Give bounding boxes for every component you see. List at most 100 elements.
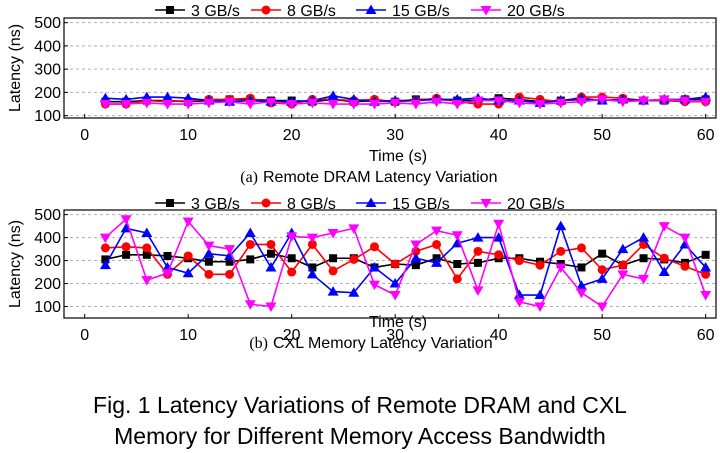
panel-b-y-tick-label-300: 300 [34, 253, 61, 270]
panel-b-data-point-3-gb-s-8 [266, 249, 275, 258]
panel-b-data-point-20-gb-s-2 [141, 276, 153, 286]
panel-b-data-point-8-gb-s-12 [349, 254, 359, 264]
panel-b-data-point-8-gb-s-9 [287, 267, 297, 277]
panel-a-y-tick-label-400: 400 [34, 38, 61, 55]
panel-b-data-point-20-gb-s-5 [203, 241, 215, 252]
panel-b-y-tick-label-500: 500 [34, 207, 61, 224]
panel-b-data-point-8-gb-s-6 [225, 269, 235, 279]
panel-b-data-point-15-gb-s-18 [472, 232, 484, 242]
panel-a-data-point-20-gb-s-20 [513, 98, 525, 109]
panel-a-data-point-20-gb-s-3 [161, 100, 173, 110]
panel-b-x-tick-label-40: 40 [490, 327, 508, 344]
panel-b-data-point-8-gb-s-23 [576, 243, 586, 253]
panel-b-data-point-8-gb-s-4 [183, 251, 193, 261]
panel-b-data-point-3-gb-s-10 [308, 263, 317, 272]
panel-b-data-point-3-gb-s-9 [287, 254, 296, 263]
panel-a-x-tick-label-30: 30 [386, 127, 404, 144]
panel-b-data-point-3-gb-s-18 [473, 258, 482, 267]
panel-a-y-axis-title: Latency (ns) [7, 24, 24, 112]
panel-b-data-point-15-gb-s-26 [638, 232, 650, 242]
panel-b-data-point-20-gb-s-12 [348, 224, 360, 234]
panel-b-data-point-15-gb-s-0 [99, 259, 111, 270]
panel-b-data-point-20-gb-s-13 [368, 280, 380, 291]
panel-a-legend-marker-8-gb-s [261, 5, 271, 15]
panel-b-series-line-20-gb-s [104, 217, 707, 308]
panel-b-data-point-20-gb-s-27 [658, 222, 670, 232]
panel-b-data-point-8-gb-s-13 [369, 242, 379, 252]
panel-b-data-point-20-gb-s-18 [472, 286, 484, 296]
panel-a-data-point-20-gb-s-27 [658, 95, 670, 105]
panel-b-data-point-8-gb-s-24 [597, 265, 607, 275]
panel-a-x-axis-title: Time (s) [369, 148, 427, 165]
panel-b-data-point-3-gb-s-6 [225, 257, 234, 266]
panel-a-data-point-20-gb-s-17 [451, 100, 463, 110]
panel-b-data-point-20-gb-s-3 [161, 269, 173, 279]
panel-b-data-point-15-gb-s-24 [596, 273, 608, 283]
figure-caption-line-1: Fig. 1 Latency Variations of Remote DRAM… [93, 392, 627, 418]
panel-a-y-tick-label-500: 500 [34, 15, 61, 32]
panel-b-x-tick-label-10: 10 [179, 327, 197, 344]
panel-b-data-point-3-gb-s-29 [701, 250, 710, 259]
panel-b-chart: 100 200 300 400 500 0 10 20 30 40 50 60 Time (s) Late… [7, 196, 717, 344]
panel-b-data-point-20-gb-s-20 [513, 297, 525, 308]
panel-b-y-tick-label-100: 100 [34, 299, 61, 316]
panel-b-data-point-8-gb-s-14 [390, 259, 400, 269]
panel-a-x-tick-label-40: 40 [490, 127, 508, 144]
panel-b-data-point-3-gb-s-24 [598, 249, 607, 258]
panel-b-data-point-20-gb-s-8 [265, 302, 277, 313]
panel-b-data-point-8-gb-s-28 [680, 261, 690, 271]
panel-b-data-point-15-gb-s-1 [120, 222, 132, 233]
panel-b-data-point-20-gb-s-25 [617, 270, 629, 280]
panel-b-data-point-20-gb-s-16 [431, 226, 443, 237]
panel-b-data-point-3-gb-s-26 [639, 254, 648, 263]
panel-b-data-point-8-gb-s-20 [514, 256, 524, 266]
panel-b-data-point-20-gb-s-15 [410, 240, 422, 250]
panel-a-data-point-15-gb-s-2 [141, 91, 153, 102]
panel-b-data-point-15-gb-s-5 [203, 248, 215, 258]
panel-b-data-point-8-gb-s-25 [618, 260, 628, 270]
panel-b-data-point-8-gb-s-29 [701, 269, 711, 279]
panel-b-data-point-8-gb-s-10 [307, 239, 317, 249]
panel-b-plot-frame [63, 209, 717, 319]
panel-b-data-point-15-gb-s-29 [700, 261, 712, 272]
panel-b-x-tick-label-30: 30 [386, 327, 404, 344]
panel-b-data-point-15-gb-s-7 [244, 227, 256, 237]
panel-b-data-point-20-gb-s-26 [638, 274, 650, 285]
panel-a-data-point-15-gb-s-0 [99, 92, 111, 103]
panel-b-data-point-8-gb-s-17 [452, 274, 462, 284]
panel-b-data-point-20-gb-s-1 [120, 215, 132, 225]
panel-a-x-tick-label-20: 20 [283, 127, 301, 144]
panel-b-data-point-20-gb-s-14 [389, 291, 401, 301]
panel-b-data-point-15-gb-s-17 [451, 237, 463, 248]
panel-b-data-point-20-gb-s-7 [244, 300, 256, 310]
panel-a-data-point-15-gb-s-4 [182, 92, 194, 103]
panel-b-legend-marker-15-gb-s [365, 197, 377, 207]
panel-b-data-point-15-gb-s-3 [161, 261, 173, 272]
panel-b-data-point-20-gb-s-21 [534, 302, 546, 313]
panel-b-data-point-8-gb-s-19 [494, 250, 504, 260]
panel-a-data-point-20-gb-s-4 [182, 100, 194, 110]
panel-a-legend-label-3-gb-s: 3 GB/s [191, 3, 240, 20]
panel-a-data-point-15-gb-s-3 [161, 91, 173, 102]
panel-b-data-point-15-gb-s-11 [327, 286, 339, 296]
panel-a-data-point-20-gb-s-23 [575, 97, 587, 108]
panel-b-data-point-15-gb-s-22 [555, 220, 567, 231]
panel-a-data-point-20-gb-s-11 [327, 100, 339, 110]
panel-a-data-point-20-gb-s-29 [700, 97, 712, 108]
panel-b-x-tick-label-50: 50 [593, 327, 611, 344]
subcaption-b-prefix: (b) [249, 335, 268, 352]
panel-b-data-point-3-gb-s-5 [204, 257, 213, 266]
panel-b-data-point-20-gb-s-11 [327, 228, 339, 239]
panel-a-data-point-20-gb-s-18 [472, 96, 484, 107]
panel-b-data-point-15-gb-s-25 [617, 243, 629, 254]
panel-b-data-point-8-gb-s-21 [535, 260, 545, 270]
panel-a-data-point-20-gb-s-21 [534, 100, 546, 110]
panel-b-data-point-15-gb-s-27 [658, 266, 670, 277]
panel-b-data-point-15-gb-s-4 [182, 267, 194, 278]
panel-a-data-point-15-gb-s-11 [327, 90, 339, 100]
panel-b-legend-label-20-gb-s: 20 GB/s [507, 196, 565, 213]
panel-a-data-point-20-gb-s-2 [141, 98, 153, 109]
panel-b-y-tick-label-200: 200 [34, 276, 61, 293]
panel-b-x-tick-label-20: 20 [283, 327, 301, 344]
panel-b-data-point-3-gb-s-7 [246, 255, 255, 264]
